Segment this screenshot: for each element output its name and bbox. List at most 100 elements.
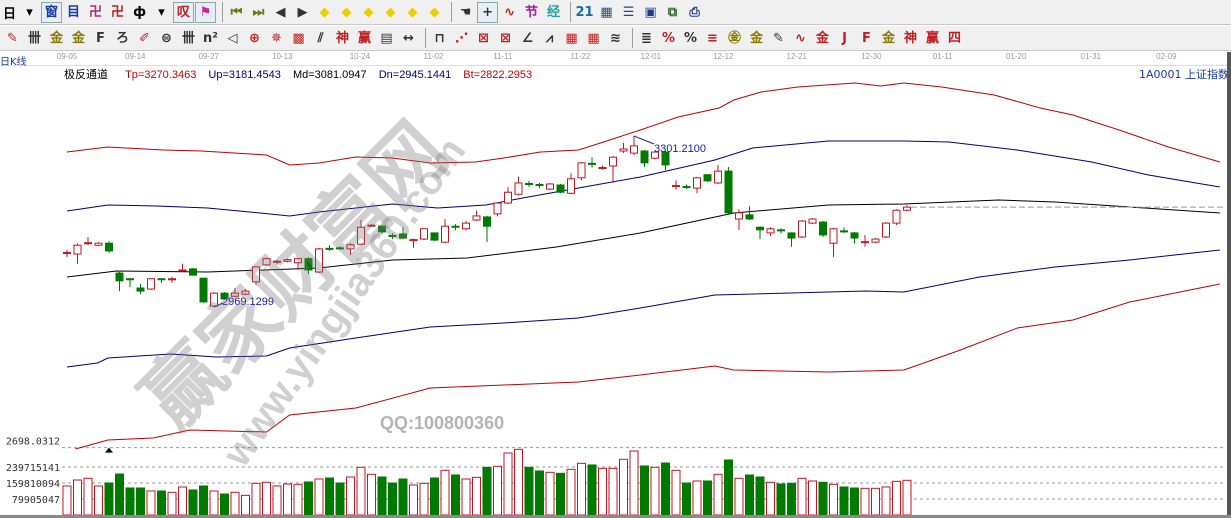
classic-icon[interactable]: 经 [547,4,561,20]
candle [819,221,827,238]
measure-icon[interactable]: ↔ [403,30,414,46]
zoom-out-icon[interactable]: ◆ [407,4,418,20]
gold-levels-icon[interactable]: 金 [749,30,763,46]
grid-2-icon[interactable]: ▦ [587,30,600,46]
pen-ruler-icon[interactable]: ✐ [139,30,150,46]
first-page-icon[interactable]: ⏮ [230,4,243,20]
gold-ratio-2-icon[interactable]: 金 [71,30,85,46]
indicator-name[interactable]: 极反通道 [64,68,108,81]
percent-icon[interactable]: % [683,30,698,46]
list-icon[interactable]: 目 [67,4,81,20]
percent-line-icon[interactable]: % [661,30,676,46]
candle-type-icon[interactable]: ф [133,4,146,20]
calendar-icon[interactable]: 21 [575,4,594,20]
stock-chart-9-icon[interactable]: 卍 [111,4,125,20]
prev-icon[interactable]: ◀ [275,4,286,20]
volume-bar [188,489,198,516]
fan-icon[interactable]: ⋰ [455,30,468,46]
gann-wheel-icon[interactable]: ✵ [271,30,282,46]
period-selector[interactable]: 日 [3,6,17,22]
gann-box-icon[interactable]: ⊠ [478,30,489,46]
flag-icon[interactable]: ⚑ [195,1,217,23]
magic-icon[interactable]: 神 [335,30,349,46]
parallel-lines-icon[interactable]: 卌 [27,30,41,46]
pen-icon[interactable]: ✎ [7,30,18,46]
multi-line-icon[interactable]: ≋ [610,30,621,46]
window-icon[interactable]: 窗 [41,1,63,23]
dropdown-arrow-icon[interactable]: ▾ [158,4,165,20]
save-icon[interactable]: ▣ [644,4,657,20]
gold-ratio-icon[interactable]: 金 [49,30,63,46]
fan-j-icon[interactable]: J [842,30,847,46]
date-tick-label: 09-27 [198,52,219,61]
candle-body [420,228,428,240]
candle-body [640,150,649,164]
next-icon[interactable]: ▶ [297,4,308,20]
gann-square-icon[interactable]: ▩ [292,30,305,46]
circle-icon[interactable]: ⊜ [161,30,172,46]
candle [336,246,344,250]
speed-lines-icon[interactable]: ⫽ [317,30,324,46]
square-n-icon[interactable]: n² [203,30,218,46]
box-icon[interactable]: ▤ [380,30,393,46]
candle [462,221,470,231]
channel-line-up_line [66,140,1220,217]
spiral-icon[interactable]: ろ [115,30,129,46]
target-icon[interactable]: ⊕ [249,30,260,46]
fan-f-icon[interactable]: F [862,30,871,46]
volume-bar [220,493,229,516]
fan-magic-icon[interactable]: 神 [903,30,917,46]
notes-icon[interactable]: ☰ [622,4,635,20]
candle [640,150,649,167]
pen-mark-icon[interactable]: ✎ [773,30,784,46]
zoom-in-icon[interactable]: ◆ [385,4,396,20]
win-icon[interactable]: 赢 [357,30,371,46]
stock-chart-icon[interactable]: 卍 [89,4,103,20]
volume-bar [83,477,93,516]
volume-bar [608,467,618,516]
frame-icon[interactable]: ⊓ [434,30,445,46]
dropdown-arrow-icon[interactable]: ▾ [26,4,33,20]
cycle-wave-icon[interactable]: ∿ [795,30,806,46]
cycle-lines-icon[interactable]: 卌 [181,30,195,46]
gold-coin-icon[interactable]: ㊎ [727,30,741,46]
fan-gold-icon[interactable]: 金 [881,30,895,46]
print-icon[interactable]: ⎙ [689,4,700,20]
section-icon[interactable]: 节 [525,4,539,20]
export-icon[interactable]: ⧉ [667,4,678,20]
volume-bar [514,448,523,516]
candle [94,242,103,247]
calculator-icon[interactable]: ▦ [600,4,613,20]
candle-body [672,185,680,188]
line-draw-icon[interactable]: ∿ [504,4,515,20]
gann-grid-icon[interactable]: ⊠ [500,30,511,46]
scroll-right-icon[interactable]: ◆ [341,4,352,20]
ruler-icon[interactable]: ≣ [641,30,652,46]
fibonacci-icon[interactable]: F [96,30,105,46]
candle [168,276,176,283]
scroll-left-icon[interactable]: ◆ [319,4,330,20]
crosshair-icon[interactable]: + [477,1,499,23]
last-page-icon[interactable]: ⏭ [252,4,265,20]
volume-bar [251,482,261,516]
volume-bar [692,480,702,516]
percent-levels-icon[interactable]: ≡ [707,30,718,46]
volume-bar [902,479,912,516]
candle [304,257,313,275]
grid-icon[interactable]: ▦ [565,30,578,46]
fan-win-icon[interactable]: 赢 [925,30,939,46]
hand-icon[interactable]: ☚ [459,4,472,20]
volume-bar [230,491,240,516]
candle-body [787,232,796,239]
fan-four-icon[interactable]: 四 [947,30,961,46]
wave-icon[interactable]: ⩘ [545,30,554,46]
gold-box-icon[interactable]: 金 [815,30,829,46]
triangle-icon[interactable]: ◁ [227,30,238,46]
zoom-all-icon[interactable]: ◆ [429,4,440,20]
angle-icon[interactable]: ∠ [521,30,534,46]
zoom-horizontal-icon[interactable]: ◆ [363,4,374,20]
info-icon[interactable]: 叹 [173,1,195,23]
candle-body [651,151,659,159]
candle-body [451,225,460,228]
